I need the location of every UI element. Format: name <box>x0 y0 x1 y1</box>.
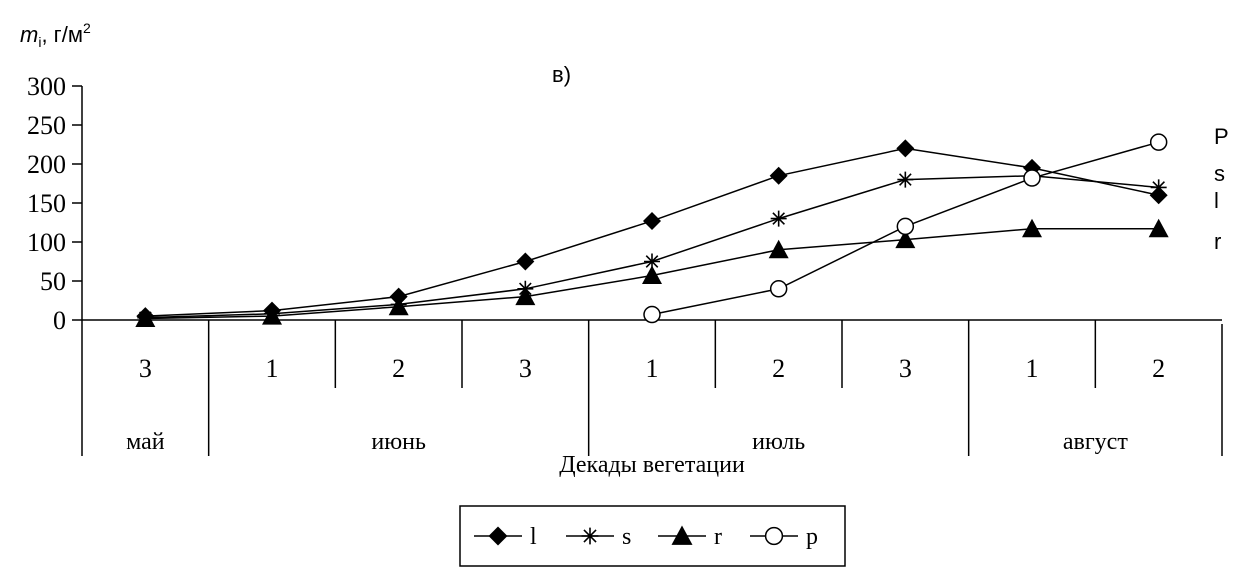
data-point-l <box>643 211 661 230</box>
data-point-s <box>770 210 787 227</box>
data-point-l <box>769 166 788 185</box>
data-point-s <box>1150 179 1167 196</box>
series-s <box>137 167 1167 326</box>
x-tick-label: 1 <box>646 354 659 383</box>
month-label: август <box>1063 429 1128 455</box>
x-tick-label: 1 <box>266 354 279 383</box>
y-ticks: 0 50 100 150 200 250 300 <box>27 72 82 335</box>
data-point-p <box>1023 169 1041 187</box>
series-line-s <box>145 174 1159 319</box>
y-tick-label: 0 <box>53 306 66 335</box>
y-axis-label: mi, г/м2 <box>20 20 91 50</box>
x-axis-label: Декады вегетации <box>559 452 745 478</box>
series-group <box>135 133 1169 327</box>
y-axis-label-sup: 2 <box>83 20 91 36</box>
data-point-r <box>1148 218 1169 238</box>
series-line-l <box>145 147 1159 317</box>
x-tick-label: 2 <box>1152 354 1165 383</box>
data-point-r <box>135 308 156 327</box>
data-point-r <box>262 306 282 325</box>
y-tick-label: 250 <box>27 111 66 140</box>
legend-item-s: s <box>566 524 631 550</box>
right-label: l <box>1214 188 1219 213</box>
legend-label: r <box>714 524 722 550</box>
data-point-s <box>644 253 660 270</box>
y-axis-label-unit: , г/м <box>41 22 83 47</box>
marker-triangle <box>671 525 693 545</box>
series-p <box>643 133 1168 324</box>
x-tick-label: 3 <box>519 354 532 383</box>
y-tick-label: 100 <box>27 228 66 257</box>
month-label: май <box>126 429 165 455</box>
data-point-r <box>768 239 789 259</box>
panel-label: в) <box>552 62 571 87</box>
data-point-p <box>1149 133 1168 151</box>
data-point-s <box>897 171 914 188</box>
y-tick-label: 50 <box>40 267 66 296</box>
x-tick-label: 2 <box>772 354 785 383</box>
data-point-r <box>642 265 662 285</box>
marker-star <box>581 527 599 545</box>
series-r <box>135 218 1169 327</box>
x-tick-label: 3 <box>899 354 912 383</box>
y-tick-label: 200 <box>27 150 66 179</box>
x-categories: 3 1 2 3 1 2 3 1 2 <box>139 320 1165 388</box>
marker-circle <box>764 526 784 546</box>
right-label: r <box>1214 229 1221 254</box>
x-tick-label: 3 <box>139 354 152 383</box>
y-tick-label: 150 <box>27 189 66 218</box>
data-point-l <box>516 252 535 271</box>
y-axis-label-var: m <box>20 22 38 47</box>
legend-label: p <box>806 524 818 550</box>
data-point-r <box>895 229 916 249</box>
legend-item-r: r <box>658 524 722 550</box>
month-label: июнь <box>371 429 426 455</box>
legend-item-p: p <box>750 524 818 550</box>
y-axis-label-sub: i <box>38 34 41 50</box>
data-point-p <box>643 305 661 324</box>
x-tick-label: 1 <box>1026 354 1039 383</box>
data-point-r <box>388 296 409 316</box>
y-tick-label: 300 <box>27 72 66 101</box>
x-tick-label: 2 <box>392 354 405 383</box>
data-point-r <box>1022 218 1042 238</box>
data-point-p <box>769 280 788 298</box>
legend-label: l <box>530 524 537 550</box>
right-label: s <box>1214 161 1225 186</box>
series-l <box>136 139 1168 326</box>
data-point-p <box>896 217 915 236</box>
legend-label: s <box>622 524 631 550</box>
month-label: июль <box>752 429 805 455</box>
right-label: P <box>1214 124 1229 149</box>
marker-diamond <box>488 526 508 546</box>
data-point-l <box>896 139 915 158</box>
data-point-r <box>515 286 536 306</box>
legend-item-l: l <box>474 524 537 550</box>
month-labels: май июнь июль август <box>126 388 1128 456</box>
